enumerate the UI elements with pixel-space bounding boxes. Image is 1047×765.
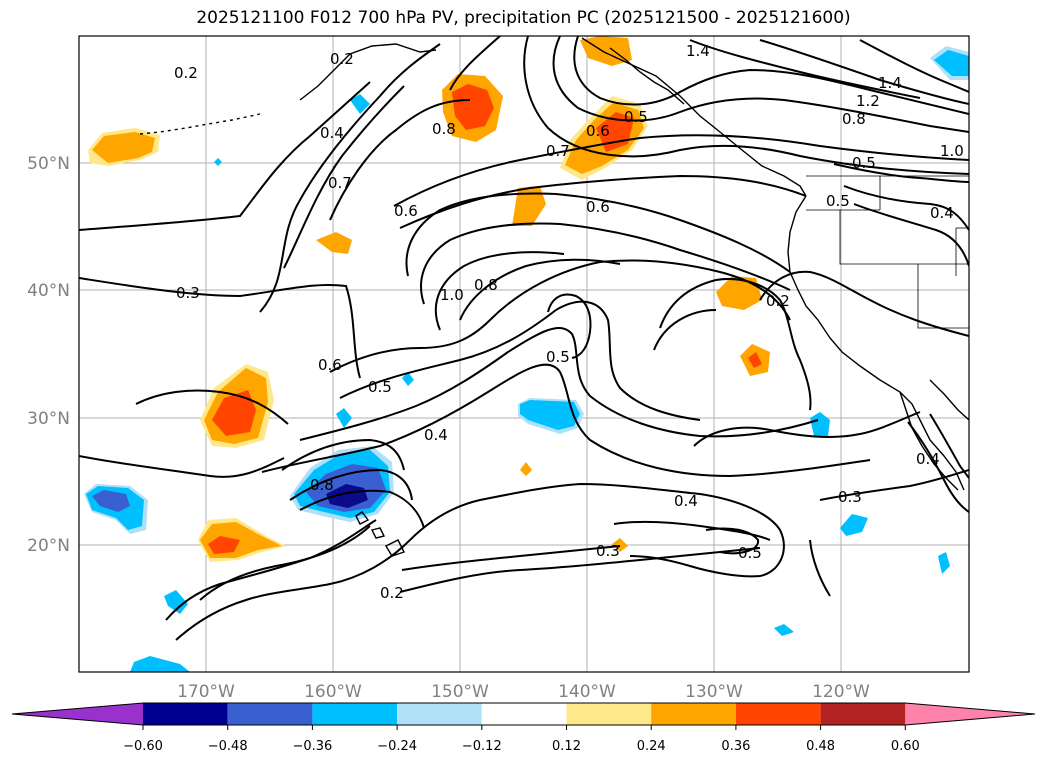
lon-label: 170°W [177, 682, 235, 702]
precip-143w-blue [520, 400, 580, 430]
contour-0.3-north [79, 81, 371, 231]
colorbar-tick: 0.48 [806, 739, 835, 754]
colorbar-tick: 0.12 [552, 739, 581, 754]
colorbar-tick: 0.24 [637, 739, 666, 754]
contour-label: 0.5 [738, 544, 762, 562]
contour-label: 1.4 [878, 74, 902, 92]
contour-label: 0.8 [432, 120, 456, 138]
colorbar-tick: −0.36 [292, 739, 332, 754]
contour-label: 0.3 [176, 284, 200, 302]
map-area: 0.2 0.2 0.4 0.7 0.6 0.8 0.6 0.5 0.7 0.6 … [79, 36, 969, 672]
contour-label: 0.7 [328, 174, 352, 192]
contour-label: 0.4 [424, 426, 448, 444]
contour-label: 1.4 [686, 42, 710, 60]
precip-145w [512, 186, 546, 226]
contour-label: 0.6 [394, 202, 418, 220]
contour-label: 0.2 [766, 292, 790, 310]
lon-label: 150°W [431, 682, 489, 702]
contour-label: 1.0 [940, 142, 964, 160]
colorbar-tick: −0.24 [377, 739, 417, 754]
lon-label: 160°W [304, 682, 362, 702]
contour-label: 0.6 [586, 122, 610, 140]
contour-label: 0.6 [586, 198, 610, 216]
colorbar: −0.60 −0.48 −0.36 −0.24 −0.12 0.12 0.24 … [11, 702, 1036, 754]
contour-label: 0.5 [852, 154, 876, 172]
contour-label: 1.2 [856, 92, 880, 110]
contour-label: 0.2 [380, 584, 404, 602]
colorbar-segment [735, 703, 821, 725]
lat-label: 50°N [27, 154, 70, 174]
precip-nw [92, 132, 155, 163]
colorbar-segment [12, 703, 143, 725]
lon-label: 130°W [685, 682, 743, 702]
colorbar-segment [227, 703, 313, 725]
colorbar-segment [143, 703, 228, 725]
lat-label: 40°N [27, 281, 70, 301]
contour-label: 0.8 [310, 476, 334, 494]
colorbar-tick: 0.36 [721, 739, 750, 754]
precip-128w [716, 276, 762, 310]
colorbar-segment [397, 703, 482, 725]
colorbar-segment [905, 703, 1035, 725]
contour-0.4 [259, 43, 441, 313]
colorbar-segment [566, 703, 652, 725]
borders [806, 175, 969, 329]
contour-label: 0.5 [624, 108, 648, 126]
map-frame [78, 35, 970, 673]
contour-label: 0.5 [368, 378, 392, 396]
lon-label: 140°W [558, 682, 616, 702]
lon-label: 120°W [812, 682, 870, 702]
contour-label: 0.3 [838, 488, 862, 506]
alaska-coast [299, 43, 437, 101]
lat-axis: 50°N 40°N 30°N 20°N [27, 154, 70, 556]
contour-label: 0.4 [916, 450, 940, 468]
colorbar-segment [312, 703, 398, 725]
colorbar-tick: −0.60 [123, 739, 163, 754]
colorbar-segment [820, 703, 906, 725]
contour-label: 1.0 [440, 286, 464, 304]
lon-axis: 170°W 160°W 150°W 140°W 130°W 120°W [177, 682, 870, 702]
colorbar-tick: −0.48 [208, 739, 248, 754]
contour-label: 0.5 [546, 348, 570, 366]
contour-label: 0.4 [930, 204, 954, 222]
contour-0.3-mid [79, 277, 361, 379]
contour-label: 0.8 [474, 276, 498, 294]
contour-label: 0.5 [826, 192, 850, 210]
precip-shading [84, 36, 969, 672]
lat-label: 30°N [27, 409, 70, 429]
lat-label: 20°N [27, 536, 70, 556]
contour-label: 0.7 [546, 142, 570, 160]
contour-label: 0.6 [318, 356, 342, 374]
contour-label: 0.4 [320, 124, 344, 142]
contour-labels: 0.2 0.2 0.4 0.7 0.6 0.8 0.6 0.5 0.7 0.6 … [174, 42, 964, 602]
contour-label: 0.3 [596, 542, 620, 560]
colorbar-segment [651, 703, 736, 725]
contour-label: 0.2 [174, 64, 198, 82]
colorbar-segment [481, 703, 567, 725]
colorbar-tick: 0.60 [891, 739, 920, 754]
bc-coast [581, 37, 807, 197]
contour-0.7 [393, 134, 969, 207]
contour-label: 0.4 [674, 492, 698, 510]
map-title: 2025121100 F012 700 hPa PV, precipitatio… [196, 8, 851, 28]
colorbar-tick: −0.12 [462, 739, 502, 754]
contour-label: 0.8 [842, 110, 866, 128]
coastlines [139, 37, 969, 557]
contour-label: 0.2 [330, 50, 354, 68]
contour-1.2 [573, 36, 969, 115]
us-west-coast [787, 195, 965, 491]
pv-contours [79, 36, 969, 641]
